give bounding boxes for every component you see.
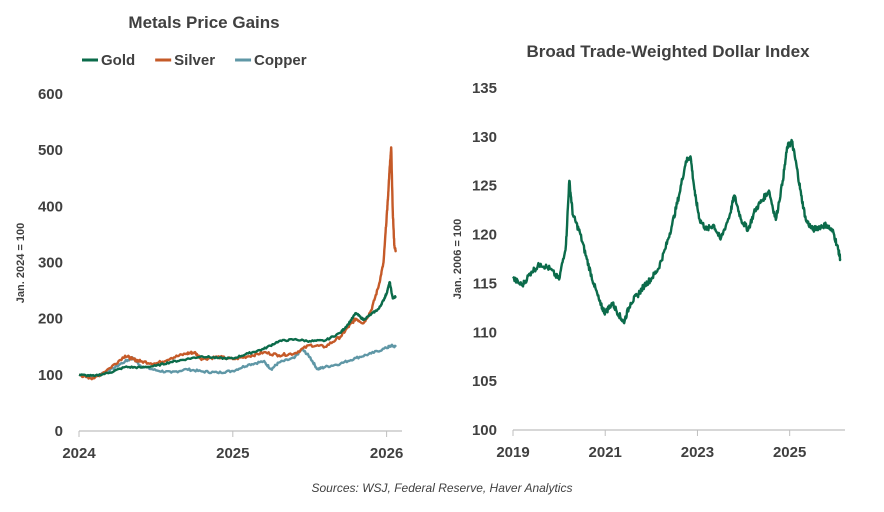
dollar-y-tick-label: 110 [473, 324, 497, 341]
dollar-y-ticks: 100 105 110 115 120 125 130 135 [472, 80, 497, 439]
dollar-series [512, 138, 842, 325]
metals-chart-title: Metals Price Gains [128, 13, 279, 32]
metals-y-axis-label: Jan. 2024 = 100 [15, 223, 27, 303]
metals-x-tick-label: 2024 [62, 445, 96, 462]
metals-y-tick-label: 400 [38, 198, 63, 215]
metals-series [78, 146, 397, 381]
legend-gold-label: Gold [101, 52, 135, 69]
metals-x-tick-label: 2026 [370, 445, 403, 462]
metals-y-tick-label: 0 [55, 423, 63, 440]
metals-y-tick-label: 300 [38, 255, 63, 272]
metals-legend: Gold Silver Copper [82, 52, 307, 69]
dollar-chart-title: Broad Trade-Weighted Dollar Index [526, 42, 810, 61]
legend-silver-label: Silver [174, 52, 215, 69]
metals-series-silver-line [78, 146, 397, 381]
dollar-y-tick-label: 120 [472, 227, 497, 244]
dollar-chart: Broad Trade-Weighted Dollar Index Jan. 2… [452, 42, 845, 461]
legend-copper-label: Copper [254, 52, 307, 69]
dollar-y-tick-label: 130 [472, 129, 497, 146]
metals-y-tick-label: 500 [38, 142, 63, 159]
metals-x-ticks: 2024 2025 2026 [62, 431, 403, 462]
dollar-y-tick-label: 100 [472, 422, 497, 439]
source-note: Sources: WSJ, Federal Reserve, Haver Ana… [312, 481, 573, 495]
metals-y-tick-label: 600 [38, 86, 63, 103]
dollar-x-tick-label: 2021 [589, 444, 622, 461]
dollar-x-tick-label: 2019 [496, 444, 529, 461]
dollar-y-axis-label: Jan. 2006 = 100 [452, 219, 464, 299]
dollar-series-index-line [512, 138, 842, 325]
metals-y-tick-label: 200 [38, 311, 63, 328]
dollar-y-tick-label: 115 [473, 275, 497, 292]
dollar-y-tick-label: 135 [472, 80, 497, 97]
dollar-x-tick-label: 2023 [681, 444, 714, 461]
metals-x-tick-label: 2025 [216, 445, 249, 462]
metals-y-tick-label: 100 [38, 367, 63, 384]
dollar-y-tick-label: 125 [472, 178, 497, 195]
metals-series-gold-line [78, 281, 397, 378]
metals-chart: Metals Price Gains Gold Silver Copper Jan.… [15, 13, 403, 462]
metals-y-ticks: 0 100 200 300 400 500 600 [38, 86, 63, 440]
metals-series-copper-line [78, 343, 397, 379]
dollar-x-ticks: 2019 2021 2023 2025 [496, 430, 806, 461]
dollar-y-tick-label: 105 [472, 373, 497, 390]
dollar-x-tick-label: 2025 [773, 444, 806, 461]
